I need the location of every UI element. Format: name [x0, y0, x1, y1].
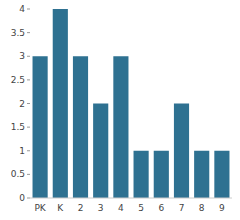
bar — [33, 56, 48, 198]
x-tick-label: 6 — [158, 203, 164, 213]
x-tick-label: PK — [34, 203, 46, 213]
y-tick — [27, 56, 30, 57]
y-tick-label: 1.5 — [11, 122, 25, 132]
bar — [93, 104, 108, 199]
x-tick-label: 7 — [179, 203, 185, 213]
bar — [174, 104, 189, 199]
x-tick-label: 4 — [118, 203, 124, 213]
bar — [53, 9, 68, 198]
x-tick-label: 9 — [219, 203, 225, 213]
chart-container: 0 0.5 1 1.5 2 2.5 3 3.5 4 PK K 2 3 4 5 6 7 8 9 — [0, 0, 240, 220]
x-tick-label: 8 — [199, 203, 205, 213]
bar — [73, 56, 88, 198]
x-tick-label: 3 — [98, 203, 104, 213]
bar — [134, 151, 149, 198]
x-tick-label: K — [57, 203, 64, 213]
y-tick-label: 3 — [19, 51, 25, 61]
chart-svg: 0 0.5 1 1.5 2 2.5 3 3.5 4 PK K 2 3 4 5 6 7 8 9 — [0, 0, 240, 220]
bar — [214, 151, 229, 198]
bar — [113, 56, 128, 198]
x-tick-label: 5 — [138, 203, 144, 213]
bar — [154, 151, 169, 198]
y-tick-label: 3.5 — [11, 28, 25, 38]
bars — [33, 9, 230, 198]
y-tick-label: 1 — [19, 146, 25, 156]
y-tick — [27, 32, 30, 33]
x-axis: PK K 2 3 4 5 6 7 8 9 — [30, 198, 232, 213]
y-tick-label: 2 — [19, 99, 25, 109]
x-axis-line — [30, 198, 232, 199]
y-axis: 0 0.5 1 1.5 2 2.5 3 3.5 4 — [11, 4, 30, 203]
y-tick-label: 2.5 — [11, 75, 25, 85]
x-tick-label: 2 — [78, 203, 84, 213]
y-tick — [27, 127, 30, 128]
y-tick-label: 4 — [19, 4, 25, 14]
bar — [194, 151, 209, 198]
y-tick — [27, 79, 30, 80]
y-tick-label: 0.5 — [11, 169, 25, 179]
y-tick — [27, 174, 30, 175]
y-tick — [27, 198, 30, 199]
y-tick — [27, 150, 30, 151]
y-tick — [27, 9, 30, 10]
y-tick-label: 0 — [19, 193, 25, 203]
y-tick — [27, 103, 30, 104]
